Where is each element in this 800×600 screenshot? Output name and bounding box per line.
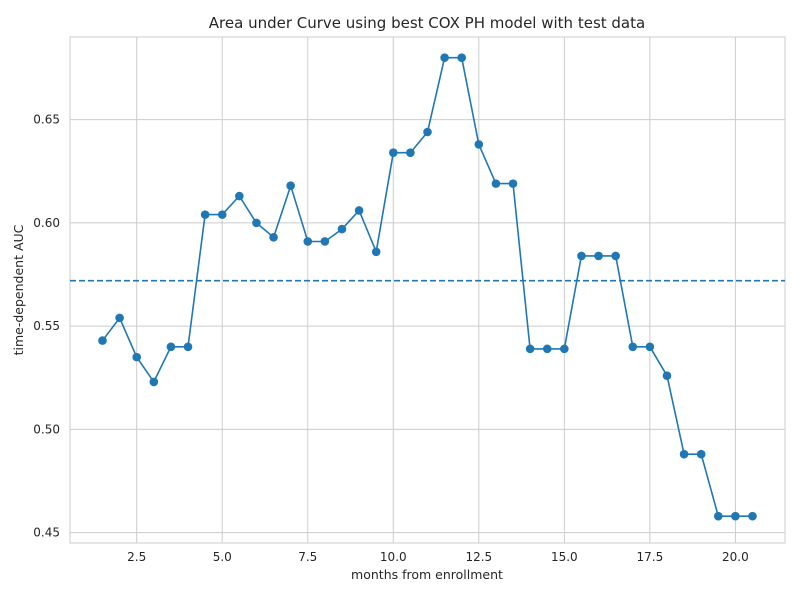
x-axis-ticks: 2.5 5.0 7.5 10.0 12.5 15.0 17.5 20.0	[127, 550, 749, 564]
data-point	[713, 511, 723, 521]
data-point	[235, 191, 244, 201]
chart-title: Area under Curve using best COX PH model…	[209, 14, 645, 32]
auc-series-markers	[98, 53, 757, 521]
x-tick-label: 2.5	[127, 550, 146, 564]
data-point	[269, 233, 278, 242]
data-point	[645, 342, 655, 352]
x-axis-label: months from enrollment	[351, 567, 503, 582]
data-point	[594, 251, 603, 261]
x-tick-label: 20.0	[722, 550, 749, 564]
data-point	[303, 237, 313, 246]
data-point	[731, 511, 740, 521]
y-tick-label: 0.60	[33, 216, 60, 230]
data-point	[662, 371, 672, 381]
data-point	[679, 449, 689, 459]
y-tick-label: 0.65	[33, 113, 60, 127]
auc-series-line	[101, 56, 753, 518]
data-point	[406, 148, 415, 157]
data-point	[217, 210, 227, 219]
data-point	[508, 179, 518, 188]
x-tick-label: 17.5	[637, 550, 664, 564]
x-tick-label: 12.5	[465, 550, 492, 564]
data-point	[115, 313, 124, 323]
data-point	[560, 344, 569, 354]
data-point	[183, 342, 193, 352]
data-point	[388, 148, 398, 157]
y-axis-label: time-dependent AUC	[11, 224, 26, 355]
data-point	[132, 352, 142, 362]
data-point	[286, 181, 295, 191]
plot-frame	[69, 36, 786, 544]
data-point	[542, 344, 552, 354]
data-point	[98, 336, 107, 345]
data-point	[628, 342, 638, 352]
data-point	[149, 377, 159, 387]
data-point	[748, 511, 757, 521]
data-point	[474, 140, 484, 149]
y-tick-label: 0.50	[33, 422, 60, 436]
data-point	[577, 251, 586, 261]
data-point	[371, 247, 381, 257]
data-point	[491, 179, 501, 188]
data-point	[423, 127, 432, 137]
data-point	[525, 344, 535, 354]
x-tick-label: 10.0	[380, 550, 407, 564]
x-tick-label: 15.0	[551, 550, 578, 564]
data-point	[166, 342, 176, 352]
data-point	[611, 251, 620, 261]
data-point	[440, 53, 449, 62]
data-point	[696, 449, 706, 459]
y-tick-label: 0.55	[33, 319, 60, 333]
data-point	[457, 53, 467, 62]
data-point	[354, 206, 364, 215]
x-tick-label: 7.5	[298, 550, 317, 564]
x-tick-label: 5.0	[213, 550, 232, 564]
grid	[70, 37, 785, 543]
y-axis-ticks: 0.45 0.50 0.55 0.60 0.65	[33, 113, 60, 540]
data-point	[252, 218, 261, 228]
data-point	[337, 224, 347, 234]
y-tick-label: 0.45	[33, 526, 60, 540]
data-point	[200, 210, 210, 219]
data-point	[320, 237, 330, 246]
